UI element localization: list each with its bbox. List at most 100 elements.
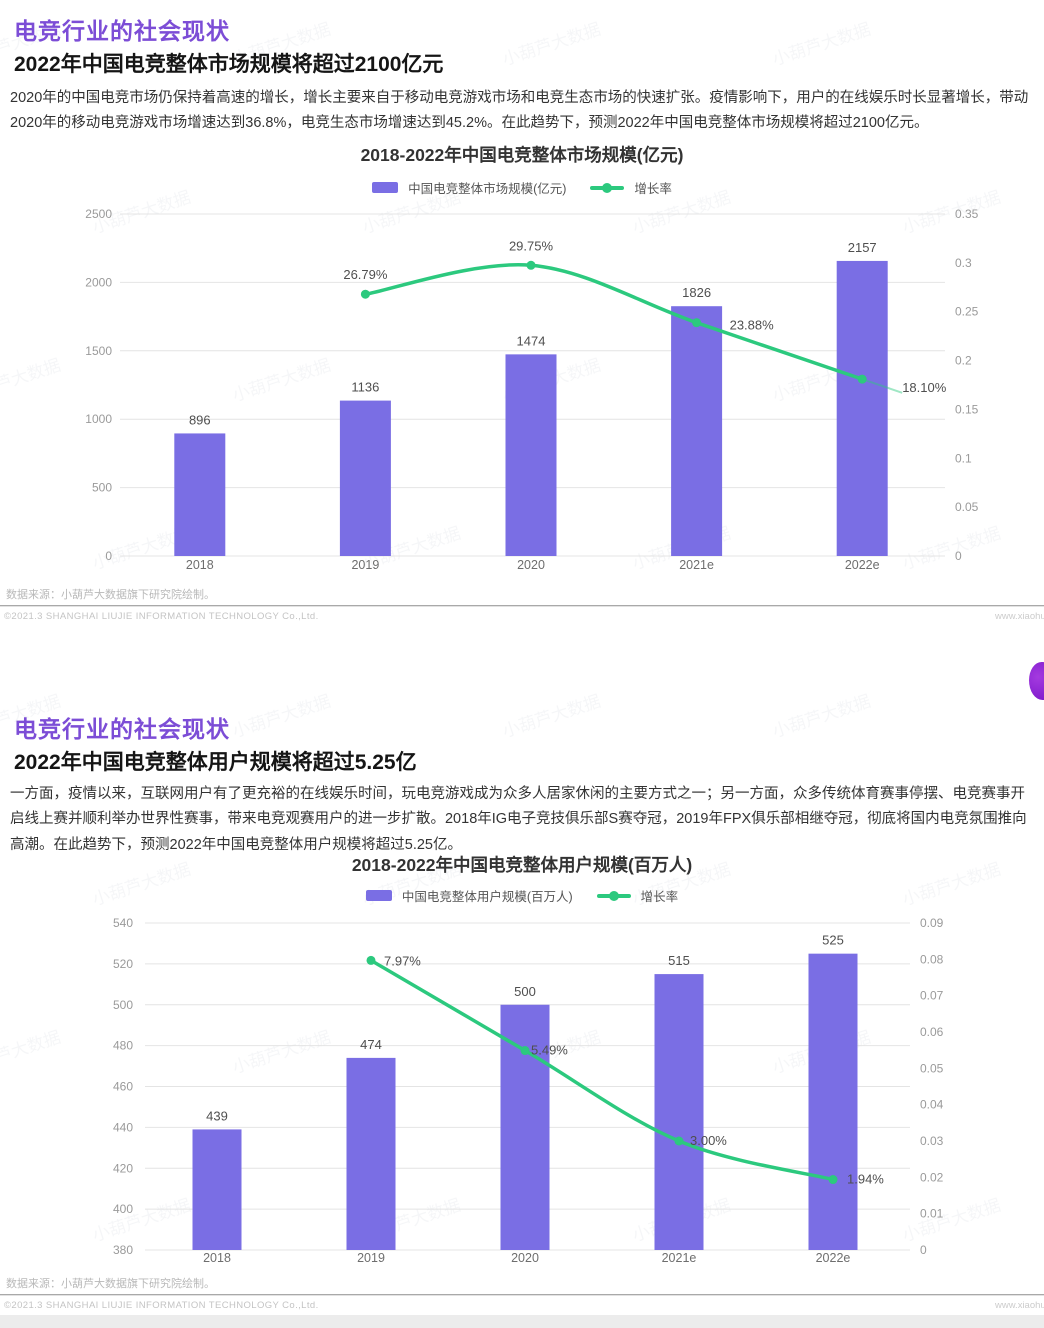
svg-text:1000: 1000 <box>85 412 112 426</box>
data-source-note: 数据来源：小葫芦大数据旗下研究院绘制。 <box>6 589 215 601</box>
bar-legend-label: 中国电竞整体市场规模(亿元) <box>408 182 567 196</box>
bars <box>174 260 888 556</box>
growth-labels: 7.97% 5.49% 3.00% 1.94% <box>384 953 884 1186</box>
axis-labels: 380 400 420 440 460 480 500 520 540 0 0.01 0.02 0.03… <box>113 916 944 1257</box>
bar-legend-swatch <box>372 182 399 193</box>
slide-user-scale: 电竞行业的社会现状 2022年中国电竞整体用户规模将超过5.25亿 一方面，疫情… <box>0 700 1044 1328</box>
svg-text:0.05: 0.05 <box>920 1061 944 1075</box>
website-text: www.xiaohu <box>995 611 1044 622</box>
svg-text:2157: 2157 <box>848 240 877 255</box>
copyright-text: ©2021.3 SHANGHAI LIUJIE INFORMATION TECH… <box>4 1300 319 1311</box>
svg-text:0.15: 0.15 <box>955 402 979 416</box>
svg-text:480: 480 <box>113 1039 133 1053</box>
growth-labels: 26.79% 29.75% 23.88% 18.10% <box>343 238 946 395</box>
svg-text:1474: 1474 <box>517 333 546 348</box>
svg-text:540: 540 <box>113 916 133 930</box>
slide-heading: 电竞行业的社会现状 <box>14 18 230 44</box>
svg-text:2020: 2020 <box>517 558 545 572</box>
slide-body-text: 2020年的中国电竞市场仍保持着高速的增长，增长主要来自于移动电竞游戏市场和电竞… <box>10 90 1029 132</box>
bar-legend-swatch <box>365 890 392 901</box>
svg-text:0.02: 0.02 <box>920 1170 944 1184</box>
svg-text:500: 500 <box>514 984 536 999</box>
svg-text:23.88%: 23.88% <box>730 318 775 333</box>
bars <box>192 953 858 1250</box>
svg-text:1826: 1826 <box>682 285 711 300</box>
value-labels: 439 474 500 515 525 <box>206 933 844 1124</box>
svg-text:0.1: 0.1 <box>955 451 972 465</box>
line-legend-marker <box>596 890 631 901</box>
chart-legend: 中国电竞整体市场规模(亿元) 增长率 <box>0 178 1044 197</box>
line-legend-dot <box>608 890 619 901</box>
svg-text:0.08: 0.08 <box>920 952 944 966</box>
xiaohulu-logo <box>1029 662 1044 700</box>
svg-text:400: 400 <box>113 1202 133 1216</box>
svg-text:500: 500 <box>92 481 112 495</box>
svg-text:0.35: 0.35 <box>955 207 979 221</box>
svg-text:0.06: 0.06 <box>920 1025 944 1039</box>
market-size-chart: 0 500 1000 1500 2000 2500 0 0.05 0.1 0.15 0.2 0.25 0… <box>85 207 978 572</box>
svg-text:0.01: 0.01 <box>920 1207 944 1221</box>
category-labels: 2018 2019 2020 2021e 2022e <box>203 1251 850 1265</box>
svg-text:380: 380 <box>113 1243 133 1257</box>
svg-text:0: 0 <box>955 549 962 563</box>
slide-body-text: 一方面，疫情以来，互联网用户有了更充裕的在线娱乐时间，玩电竞游戏成为众多人居家休… <box>10 786 1027 853</box>
svg-text:0.07: 0.07 <box>920 989 944 1003</box>
svg-text:1136: 1136 <box>351 380 379 395</box>
svg-text:525: 525 <box>822 933 844 948</box>
svg-text:0: 0 <box>105 549 112 563</box>
svg-text:460: 460 <box>113 1080 133 1094</box>
line-legend-dot <box>602 182 613 193</box>
category-labels: 2018 2019 2020 2021e 2022e <box>186 558 880 572</box>
svg-text:2020: 2020 <box>511 1251 539 1265</box>
svg-text:18.10%: 18.10% <box>902 380 947 395</box>
slide-subtitle: 2022年中国电竞整体市场规模将超过2100亿元 <box>14 53 444 76</box>
svg-text:3.00%: 3.00% <box>690 1133 727 1148</box>
slide-market-size: 电竞行业的社会现状 2022年中国电竞整体市场规模将超过2100亿元 2020年… <box>0 0 1044 633</box>
line-legend-label: 增长率 <box>640 890 679 904</box>
svg-text:2500: 2500 <box>85 207 112 221</box>
svg-text:0.04: 0.04 <box>920 1098 944 1112</box>
line-legend-label: 增长率 <box>634 182 672 196</box>
user-scale-chart: 380 400 420 440 460 480 500 520 540 0 0.01 0.02 0.03… <box>113 916 944 1265</box>
svg-text:2018: 2018 <box>203 1251 231 1265</box>
bar-legend-label: 中国电竞整体用户规模(百万人) <box>401 890 573 904</box>
chart-title: 2018-2022年中国电竞整体市场规模(亿元) <box>360 145 684 165</box>
svg-text:1.94%: 1.94% <box>847 1172 884 1187</box>
page-bottom-band <box>0 1315 1044 1328</box>
svg-text:2018: 2018 <box>186 558 214 572</box>
svg-text:474: 474 <box>360 1037 382 1052</box>
svg-text:500: 500 <box>113 998 133 1012</box>
growth-line <box>360 260 903 394</box>
svg-text:2021e: 2021e <box>679 558 714 572</box>
svg-text:0.03: 0.03 <box>920 1134 944 1148</box>
svg-text:520: 520 <box>113 957 133 971</box>
svg-text:0.25: 0.25 <box>955 305 979 319</box>
svg-text:2019: 2019 <box>357 1251 385 1265</box>
line-legend-marker <box>590 182 625 193</box>
svg-text:0.05: 0.05 <box>955 500 979 514</box>
footer-divider <box>0 1294 1044 1295</box>
footer-divider <box>0 605 1044 606</box>
svg-text:515: 515 <box>668 953 690 968</box>
svg-text:2000: 2000 <box>85 275 112 289</box>
svg-text:2021e: 2021e <box>662 1251 697 1265</box>
axis-labels: 0 500 1000 1500 2000 2500 0 0.05 0.1 0.15 0.2 0.25 0… <box>85 207 978 563</box>
svg-text:0.2: 0.2 <box>955 354 972 368</box>
svg-text:420: 420 <box>113 1161 133 1175</box>
svg-text:0.09: 0.09 <box>920 916 944 930</box>
svg-text:440: 440 <box>113 1120 133 1134</box>
growth-line <box>366 955 838 1185</box>
svg-text:0: 0 <box>920 1243 927 1257</box>
svg-text:0.3: 0.3 <box>955 256 972 270</box>
svg-text:29.75%: 29.75% <box>509 238 554 253</box>
website-text: www.xiaohu <box>995 1300 1044 1311</box>
slide-subtitle: 2022年中国电竞整体用户规模将超过5.25亿 <box>14 751 417 774</box>
copyright-text: ©2021.3 SHANGHAI LIUJIE INFORMATION TECH… <box>4 611 319 622</box>
svg-text:5.49%: 5.49% <box>531 1043 568 1058</box>
data-source-note: 数据来源：小葫芦大数据旗下研究院绘制。 <box>6 1278 215 1290</box>
svg-text:896: 896 <box>189 412 211 427</box>
slide-heading: 电竞行业的社会现状 <box>14 716 230 742</box>
svg-text:439: 439 <box>206 1108 228 1123</box>
chart-title: 2018-2022年中国电竞整体用户规模(百万人) <box>351 855 693 875</box>
